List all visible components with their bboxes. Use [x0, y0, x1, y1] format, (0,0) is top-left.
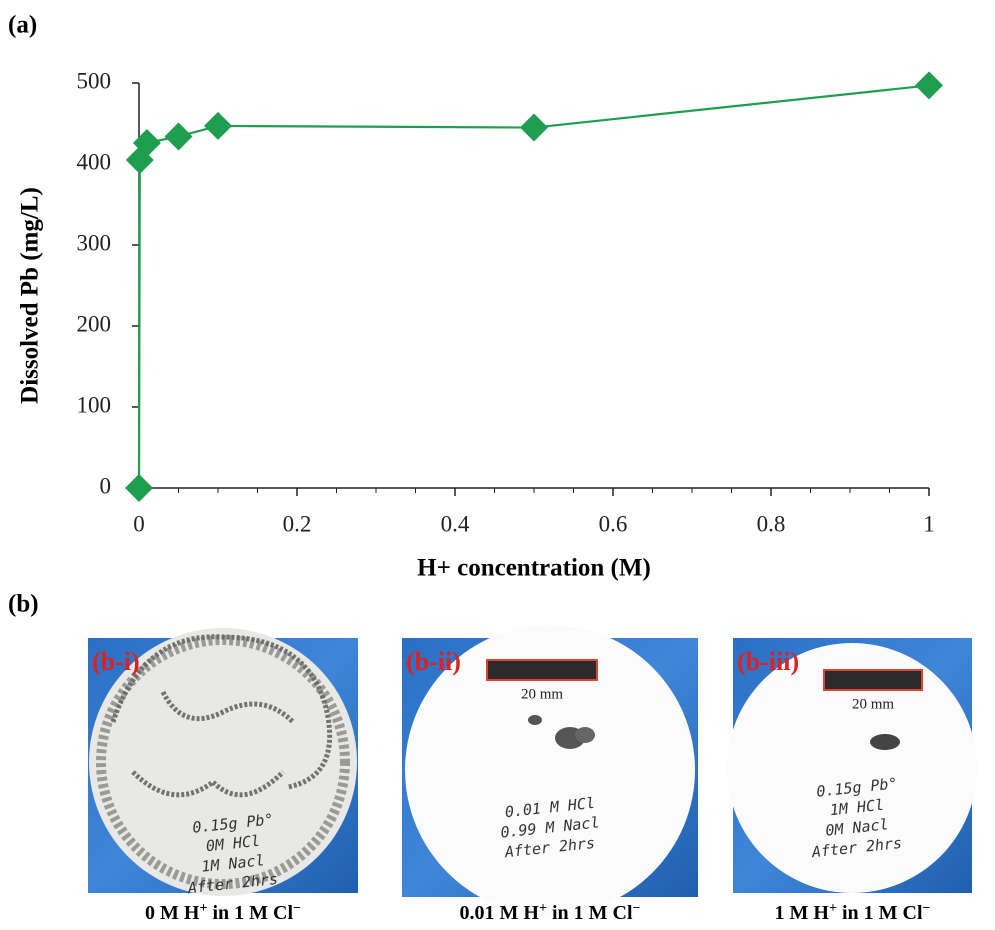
scale-bar: [487, 660, 597, 680]
y-tick-label: 400: [77, 149, 112, 174]
photo-label: (b-ii): [406, 647, 461, 676]
caption-part: −: [293, 901, 301, 916]
scale-text: 20 mm: [852, 696, 894, 712]
x-tick-label: 0: [133, 511, 145, 536]
caption-part: −: [923, 901, 931, 916]
data-point: [125, 474, 153, 502]
data-line: [139, 85, 929, 488]
caption-part: +: [539, 901, 547, 916]
scale-bar: [824, 670, 922, 690]
caption-part: +: [199, 901, 207, 916]
caption-part: in 1 M Cl: [207, 902, 293, 924]
particle: [870, 734, 900, 750]
photo-label: (b-iii): [737, 647, 799, 676]
caption-part: in 1 M Cl: [547, 902, 633, 924]
caption-part: in 1 M Cl: [837, 902, 923, 924]
page: (a) (b) 0 100 200 300 400 500 0 0.2 0.4 0.6 0.8 1 H+…: [0, 0, 995, 930]
y-axis-label: Dissolved Pb (mg/L): [17, 187, 44, 404]
particle: [575, 727, 595, 743]
y-tick-label: 0: [100, 473, 112, 498]
data-point: [165, 122, 193, 150]
caption: 0.01 M H+ in 1 M Cl−: [460, 901, 641, 923]
x-tick-label: 0.4: [441, 511, 470, 536]
caption-part: 0.01 M H: [460, 902, 540, 924]
x-tick-label: 0.6: [599, 511, 628, 536]
caption-part: +: [829, 901, 837, 916]
scale-text: 20 mm: [521, 686, 563, 702]
x-tick-label: 1: [923, 511, 935, 536]
caption: 0 M H+ in 1 M Cl−: [145, 901, 301, 923]
photo-label: (b-i): [92, 647, 140, 676]
caption: 1 M H+ in 1 M Cl−: [775, 901, 931, 923]
panel-label: (a): [8, 12, 37, 39]
caption-part: 1 M H: [775, 902, 830, 924]
caption-part: 0 M H: [145, 902, 200, 924]
data-point: [520, 114, 548, 142]
particle: [528, 715, 542, 725]
y-tick-label: 100: [77, 392, 112, 417]
y-tick-label: 300: [77, 230, 112, 255]
x-tick-label: 0.8: [757, 511, 786, 536]
panel-label: (b): [8, 591, 39, 618]
data-point: [915, 71, 943, 99]
y-tick-label: 500: [77, 68, 112, 93]
x-axis-label: H+ concentration (M): [417, 555, 651, 582]
caption-part: −: [633, 901, 641, 916]
data-point: [204, 112, 232, 140]
y-tick-label: 200: [77, 311, 112, 336]
x-tick-label: 0.2: [283, 511, 312, 536]
